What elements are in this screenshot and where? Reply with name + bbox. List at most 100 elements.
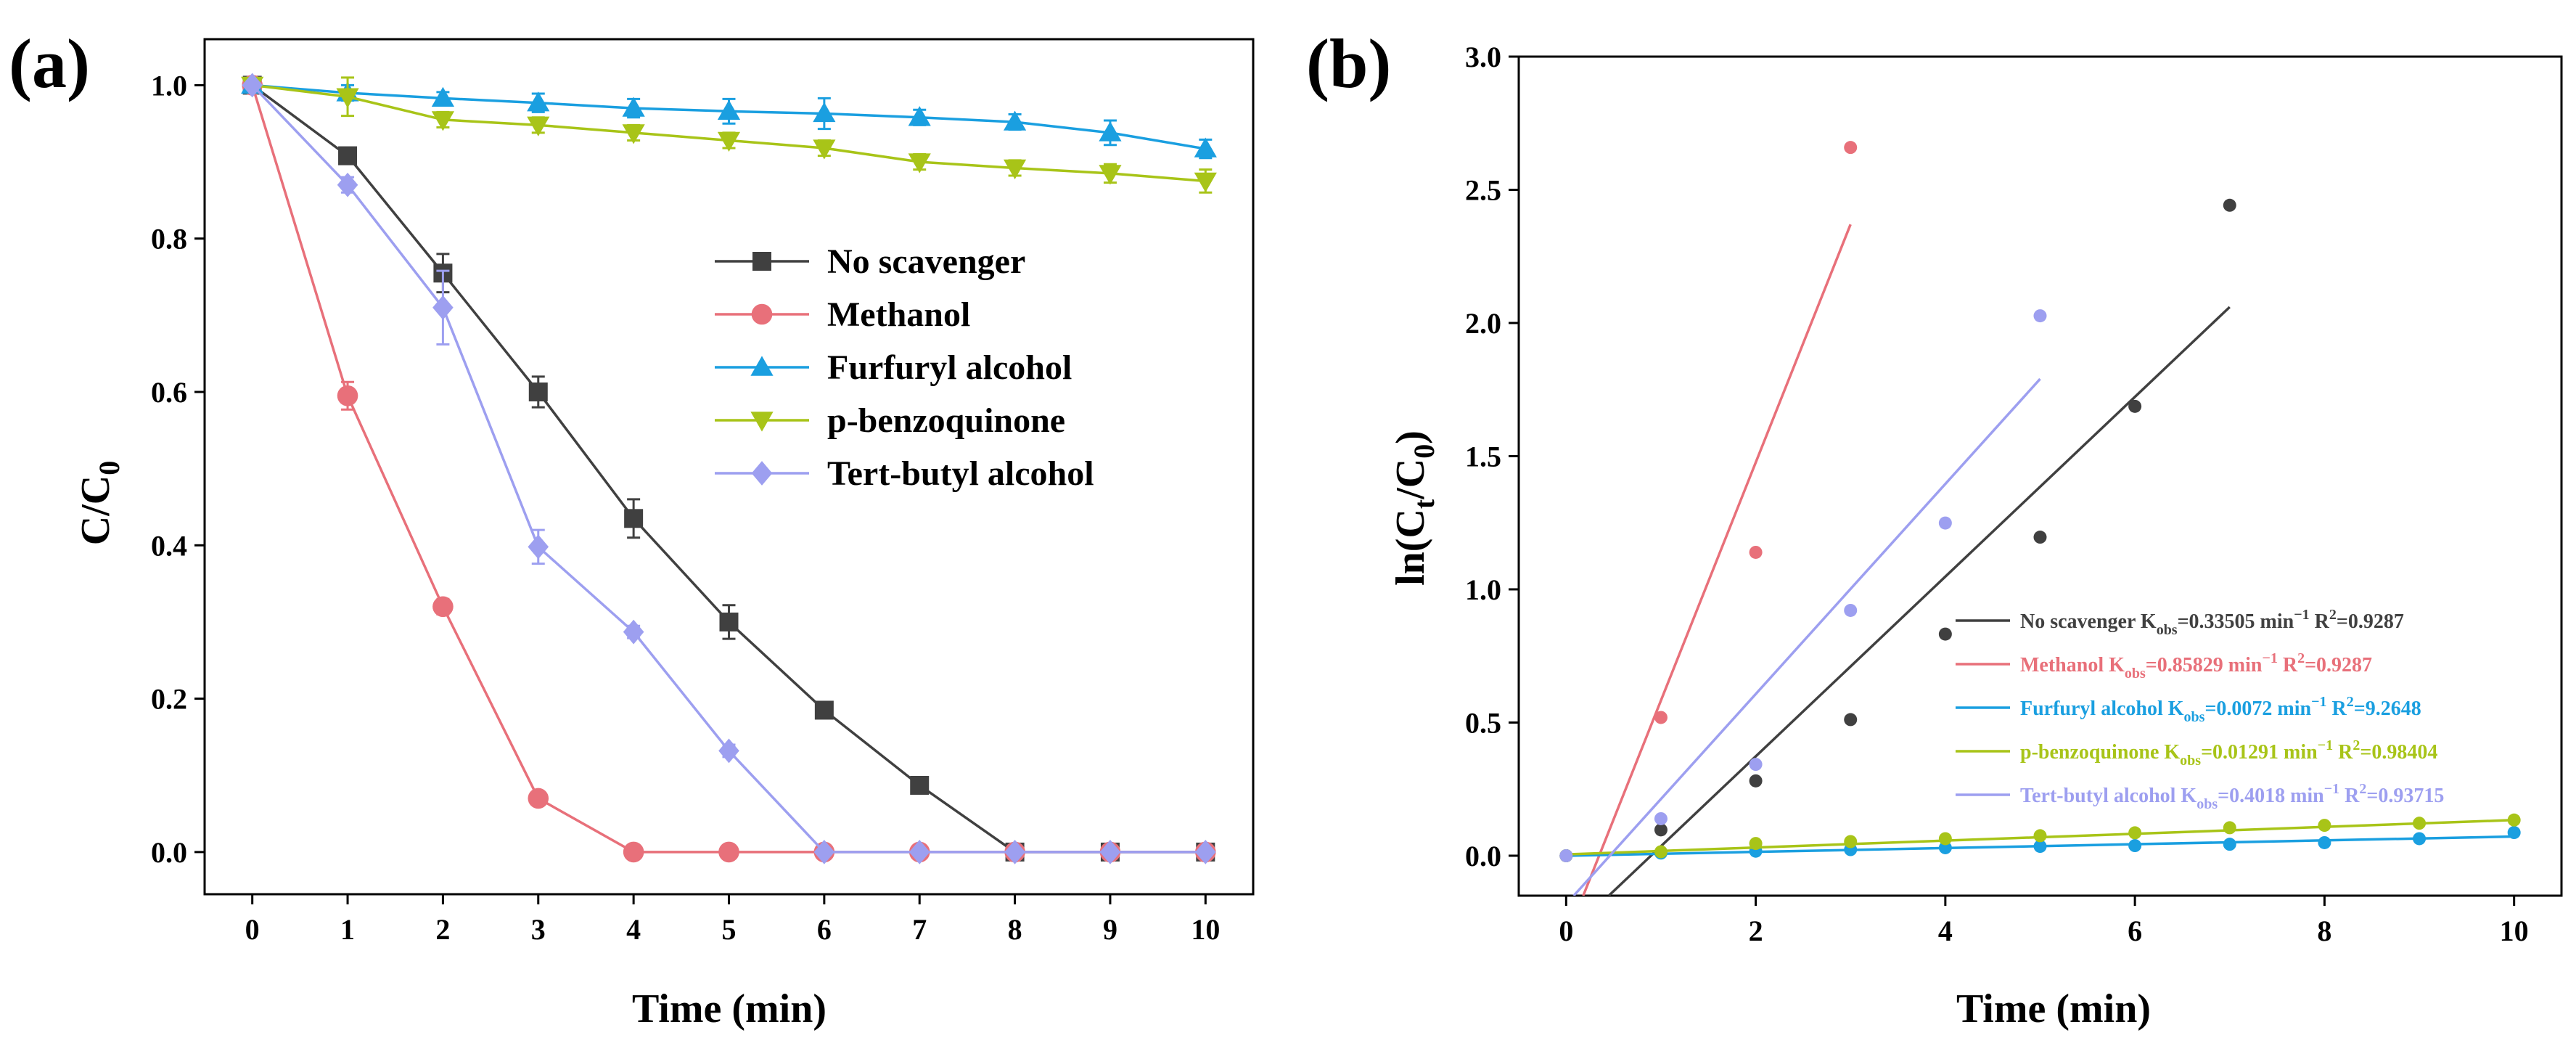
panel-b-legend-label-mid2: R [2310, 610, 2330, 633]
panel-a-x-tick-label: 5 [722, 913, 737, 946]
panel-b-legend-label: No scavenger Kobs=0.33505 min−1 R2=0.928… [2020, 607, 2404, 638]
panel-a-y-tick-label: 0.2 [151, 683, 187, 716]
panel-b-data-point [1749, 758, 1763, 772]
panel-b-legend-label: Furfuryl alcohol Kobs=0.0072 min−1 R2=9.… [2020, 694, 2421, 725]
panel-b-data-point [1654, 711, 1668, 724]
panel-b-legend-label-sub: obs [2125, 666, 2146, 682]
panel-b-legend-label-sup1: −1 [2262, 650, 2277, 666]
panel-b-legend-label: p-benzoquinone Kobs=0.01291 min−1 R2=0.9… [2020, 737, 2437, 769]
panel-b-legend-label-mid2: R [2327, 698, 2347, 720]
panel-b-data-point [2223, 838, 2236, 851]
panel-a-data-point [1099, 165, 1122, 185]
panel-b-legend-label-pre: No scavenger K [2020, 610, 2157, 633]
panel-a-legend-label: Tert-butyl alcohol [827, 454, 1094, 493]
panel-a-x-tick-label: 6 [817, 913, 832, 946]
panel-b-legend-label-post: =0.9287 [2337, 610, 2404, 633]
panel-a-legend-marker [751, 303, 773, 325]
panel-a-x-tick-label: 3 [531, 913, 546, 946]
panel-b-chart: (b) 0 2 4 6 8 10 0.0 0.5 1.0 1.5 2.0 2.5 3.0 Time (m… [1306, 25, 2563, 1031]
panel-b-data-point [1749, 837, 1763, 851]
panel-b-legend-label-sup2: 2 [2297, 650, 2305, 666]
panel-a-x-tick-label: 1 [340, 913, 355, 946]
panel-a-data-point [719, 612, 739, 631]
panel-b-data-point [2413, 832, 2427, 846]
panel-a-data-point [717, 99, 741, 120]
panel-b-data-point [2128, 839, 2142, 853]
panel-a-data-point [1003, 159, 1027, 180]
panel-a-data-point [622, 97, 645, 117]
panel-a-data-point [432, 295, 454, 320]
panel-a-data-point [1194, 172, 1217, 193]
panel-a-x-tick-label: 7 [912, 913, 927, 946]
panel-a-y-tick-label: 1.0 [151, 69, 187, 102]
panel-b-legend: No scavenger Kobs=0.33505 min−1 R2=0.928… [1956, 607, 2444, 812]
panel-a-legend-label: No scavenger [827, 242, 1025, 281]
panel-b-legend-label-sup2: 2 [2329, 607, 2337, 623]
panel-b-data-point [2507, 826, 2521, 840]
panel-a-plot-area: 0 1 2 3 4 5 6 7 8 9 10 0.0 0.2 0.4 0.6 0.8 1.0 [151, 38, 1255, 946]
panel-a-data-point [813, 102, 836, 123]
panel-b-plot-area: 0 2 4 6 8 10 0.0 0.5 1.0 1.5 2.0 2.5 3.0 [1465, 41, 2563, 947]
panel-b-x-tick-label: 2 [1749, 915, 1763, 947]
panel-a-data-point [718, 738, 739, 764]
panel-b-legend-label-sub: obs [2184, 709, 2205, 725]
panel-a-data-point [242, 73, 263, 98]
panel-a-chart: (a) 0 1 2 3 4 5 6 7 8 9 10 0.0 0.2 0.4 0.6 0.8 1.0 Time … [9, 25, 1255, 1031]
panel-b-data-point [2033, 829, 2047, 843]
panel-b-x-tick-label: 0 [1559, 915, 1573, 947]
panel-a-data-point [527, 116, 550, 136]
panel-b-fit-line-0 [1607, 306, 2231, 896]
panel-a-data-point [432, 596, 454, 618]
panel-a-legend-label: Methanol [827, 295, 970, 334]
panel-b-legend-label-sub: obs [2157, 622, 2178, 638]
panel-a-data-point [431, 86, 455, 107]
panel-b-x-tick-label: 4 [1938, 915, 1953, 947]
panel-b-y-axis-title-sub1: t [1408, 499, 1440, 509]
panel-a-x-tick-label: 10 [1191, 913, 1220, 946]
panel-a-data-point [1195, 839, 1216, 864]
panel-b-legend-label-pre: Furfuryl alcohol K [2020, 698, 2184, 720]
panel-a-data-point [910, 775, 930, 795]
panel-b-data-point [1654, 823, 1668, 837]
panel-b-data-point [2033, 531, 2047, 544]
panel-b-legend-label-sub: obs [2196, 796, 2218, 812]
panel-a-data-point [622, 124, 645, 144]
panel-b-legend-label-post: =0.93715 [2366, 785, 2444, 807]
panel-a-data-point [624, 509, 644, 528]
panel-a-data-point [908, 106, 931, 126]
panel-b-data-point [1938, 841, 1952, 854]
panel-b-legend-label-pre: Methanol K [2020, 654, 2125, 676]
panel-a-data-point [623, 619, 644, 645]
panel-b-data-point [1938, 627, 1952, 641]
panel-a-data-point [814, 700, 834, 720]
panel-a-data-point [813, 839, 835, 864]
panel-a-x-tick-label: 2 [435, 913, 450, 946]
panel-a-data-point [528, 534, 549, 560]
panel-b-fit-line-4 [1572, 377, 2041, 896]
panel-a-x-tick-label: 8 [1008, 913, 1022, 946]
panel-b-legend-label-mid: =0.0072 min [2204, 698, 2311, 720]
panel-b-legend-label-sub: obs [2180, 753, 2201, 769]
panel-b-legend-label: Tert-butyl alcohol Kobs=0.4018 min−1 R2=… [2020, 781, 2444, 812]
panel-b-data-point [2318, 819, 2331, 833]
panel-b-legend-label-post: =9.2648 [2354, 698, 2421, 720]
panel-b-legend-label-mid2: R [2339, 785, 2360, 807]
panel-a-data-point [908, 839, 930, 864]
panel-a-x-tick-label: 9 [1103, 913, 1117, 946]
panel-a-legend-label: p-benzoquinone [827, 401, 1065, 440]
panel-a-legend-marker [750, 356, 774, 376]
panel-b-x-tick-label: 6 [2128, 915, 2142, 947]
panel-b-y-axis-title-mid: /C [1388, 459, 1433, 500]
panel-b-data-point [1938, 516, 1952, 530]
panel-a-x-axis-title: Time (min) [632, 986, 826, 1031]
panel-a-data-point [1099, 839, 1121, 864]
panel-b-fit-line-1 [1582, 224, 1852, 896]
panel-b-series-group [1559, 141, 2521, 896]
panel-b-legend-label-mid: =0.01291 min [2201, 741, 2318, 764]
panel-b-legend-label-sup2: 2 [2353, 737, 2360, 753]
panel-b-data-point [2223, 821, 2236, 835]
panel-b-legend-label-post: =0.9287 [2305, 654, 2372, 676]
panel-b-data-point [1844, 141, 1858, 155]
panel-b-legend-label-sup1: −1 [2294, 607, 2309, 623]
panel-b-legend-label-mid2: R [2278, 654, 2298, 676]
